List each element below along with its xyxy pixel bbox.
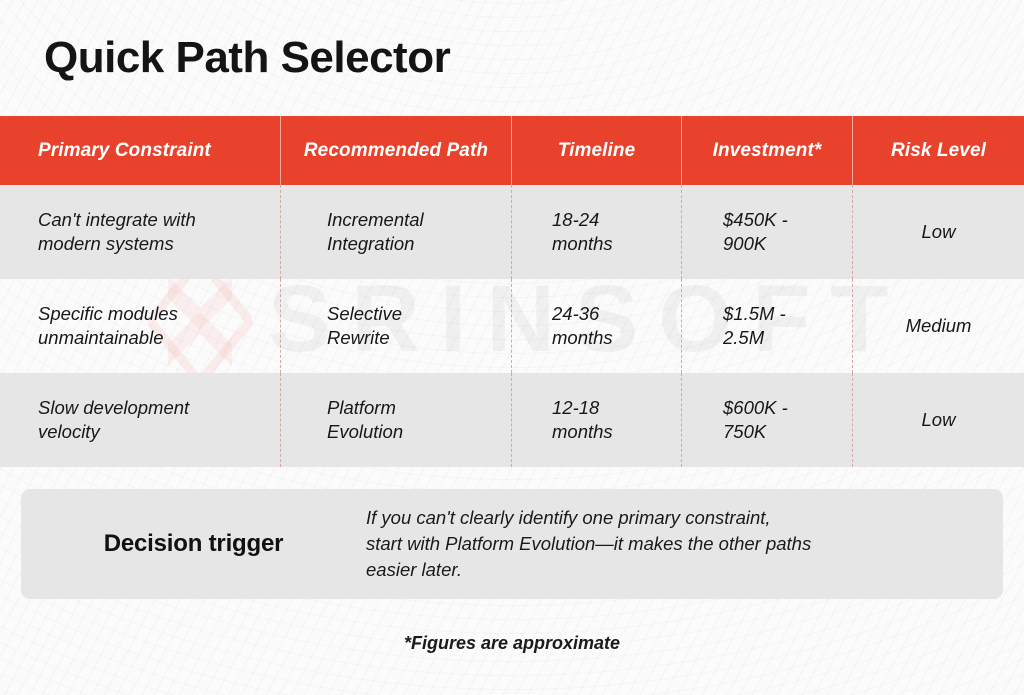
- decision-trigger-body: If you can't clearly identify one primar…: [366, 505, 851, 584]
- cell-risk-level: Low: [921, 408, 956, 430]
- table-row: Slow development velocity Platform Evolu…: [0, 373, 1024, 467]
- page-title: Quick Path Selector: [44, 33, 451, 82]
- cell-timeline: 18-24 months: [512, 185, 682, 279]
- cell-primary-constraint: Can't integrate with modern systems: [0, 185, 281, 279]
- decision-trigger-callout: Decision trigger If you can't clearly id…: [21, 489, 1003, 599]
- investment-line-2: 750K: [723, 421, 767, 442]
- table-row: Can't integrate with modern systems Incr…: [0, 185, 1024, 279]
- cell-recommended-path: Selective Rewrite: [281, 279, 512, 373]
- timeline-line-1: 18-24: [552, 208, 600, 230]
- timeline-line-2: months: [552, 233, 613, 254]
- table-header-row: Primary Constraint Recommended Path Time…: [0, 116, 1024, 185]
- constraint-line-2: unmaintainable: [38, 327, 164, 348]
- column-header-primary-constraint: Primary Constraint: [0, 116, 281, 185]
- constraint-line-2: velocity: [38, 421, 100, 442]
- path-line-1: Selective: [327, 302, 403, 324]
- investment-line-2: 900K: [723, 233, 767, 254]
- column-header-timeline: Timeline: [512, 116, 682, 185]
- footnote: *Figures are approximate: [403, 633, 621, 653]
- constraint-line-2: modern systems: [38, 233, 174, 254]
- cell-recommended-path: Incremental Integration: [281, 185, 512, 279]
- trigger-body-line-3: easier later.: [366, 559, 462, 581]
- cell-investment: $600K - 750K: [682, 373, 853, 467]
- trigger-body-line-2: start with Platform Evolution—it makes t…: [366, 532, 812, 554]
- constraint-line-1: Specific modules: [38, 302, 178, 324]
- quick-path-table: Primary Constraint Recommended Path Time…: [0, 116, 1024, 467]
- constraint-line-1: Can't integrate with: [38, 208, 196, 230]
- path-line-2: Integration: [327, 233, 415, 254]
- timeline-line-2: months: [552, 421, 613, 442]
- timeline-line-2: months: [552, 327, 613, 348]
- cell-investment: $1.5M - 2.5M: [682, 279, 853, 373]
- cell-primary-constraint: Specific modules unmaintainable: [0, 279, 281, 373]
- column-header-recommended-path: Recommended Path: [281, 116, 512, 185]
- path-line-2: Rewrite: [327, 327, 390, 348]
- path-line-1: Incremental: [327, 208, 424, 230]
- cell-timeline: 12-18 months: [512, 373, 682, 467]
- table-row: Specific modules unmaintainable Selectiv…: [0, 279, 1024, 373]
- decision-trigger-label: Decision trigger: [103, 530, 284, 557]
- path-line-1: Platform: [327, 396, 396, 418]
- cell-risk-level: Low: [921, 220, 956, 242]
- column-header-investment: Investment*: [682, 116, 853, 185]
- investment-line-1: $1.5M -: [723, 302, 786, 324]
- cell-timeline: 24-36 months: [512, 279, 682, 373]
- cell-risk-level: Medium: [905, 314, 972, 336]
- cell-primary-constraint: Slow development velocity: [0, 373, 281, 467]
- investment-line-2: 2.5M: [723, 327, 765, 348]
- constraint-line-1: Slow development: [38, 396, 190, 418]
- cell-recommended-path: Platform Evolution: [281, 373, 512, 467]
- column-header-risk-level: Risk Level: [891, 139, 986, 161]
- cell-investment: $450K - 900K: [682, 185, 853, 279]
- timeline-line-1: 12-18: [552, 396, 600, 418]
- path-line-2: Evolution: [327, 421, 404, 442]
- investment-line-1: $450K -: [723, 208, 788, 230]
- trigger-body-line-1: If you can't clearly identify one primar…: [366, 506, 771, 528]
- timeline-line-1: 24-36: [552, 302, 600, 324]
- investment-line-1: $600K -: [723, 396, 788, 418]
